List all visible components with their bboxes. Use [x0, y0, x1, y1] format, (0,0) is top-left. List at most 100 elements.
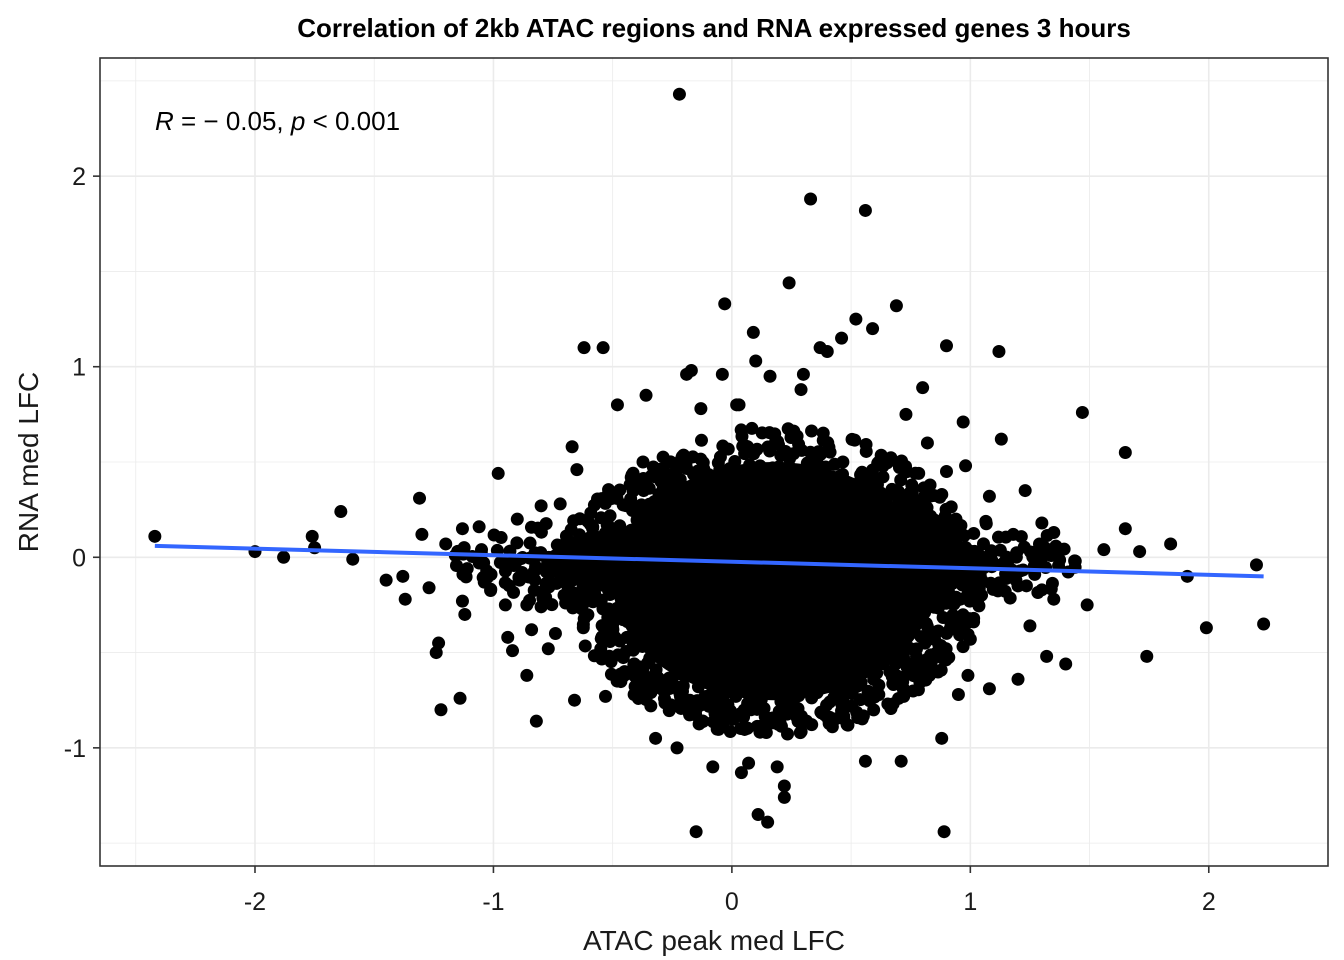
y-tick-label: -1 [64, 735, 86, 763]
scatter-point [455, 594, 469, 608]
scatter-point [893, 590, 907, 604]
scatter-point [614, 572, 628, 586]
scatter-point [866, 322, 880, 336]
scatter-point [979, 514, 993, 528]
scatter-point [934, 663, 948, 677]
scatter-point [615, 585, 629, 599]
p-value: < 0.001 [305, 106, 400, 136]
scatter-point [763, 369, 777, 383]
scatter-point [610, 398, 624, 412]
scatter-point [924, 629, 938, 643]
scatter-point [842, 477, 856, 491]
scatter-point [961, 668, 975, 682]
scatter-point [794, 383, 808, 397]
scatter-point [755, 426, 769, 440]
scatter-point [856, 522, 870, 536]
scatter-point [994, 432, 1008, 446]
scatter-point [1140, 649, 1154, 663]
scatter-point [637, 484, 651, 498]
scatter-point [842, 681, 856, 695]
scatter-point [661, 512, 675, 526]
scatter-point [803, 445, 817, 459]
scatter-point [967, 526, 981, 540]
scatter-point [595, 652, 609, 666]
scatter-point [842, 605, 856, 619]
scatter-point [951, 687, 965, 701]
scatter-point [916, 381, 930, 395]
scatter-point [598, 526, 612, 540]
scatter-point [787, 699, 801, 713]
scatter-point [694, 664, 708, 678]
scatter-point [545, 598, 559, 612]
scatter-point [1011, 672, 1025, 686]
scatter-point [1023, 619, 1037, 633]
scatter-point [982, 489, 996, 503]
scatter-point [946, 608, 960, 622]
scatter-point [938, 642, 952, 656]
scatter-point [880, 456, 894, 470]
scatter-point [413, 491, 427, 505]
scatter-point [782, 276, 796, 290]
scatter-point [577, 341, 591, 355]
scatter-point [602, 483, 616, 497]
scatter-point [837, 709, 851, 723]
scatter-point [539, 577, 553, 591]
scatter-point [890, 620, 904, 634]
scatter-point [721, 698, 735, 712]
scatter-point [706, 691, 720, 705]
scatter-point [626, 571, 640, 585]
scatter-point [701, 470, 715, 484]
scatter-point [556, 541, 570, 555]
scatter-point [738, 722, 752, 736]
scatter-point [670, 741, 684, 755]
scatter-point [777, 471, 791, 485]
scatter-point [1024, 545, 1038, 559]
scatter-point [753, 459, 767, 473]
scatter-point [956, 415, 970, 429]
scatter-point [870, 478, 884, 492]
scatter-point [683, 665, 697, 679]
scatter-point [911, 683, 925, 697]
scatter-point [713, 463, 727, 477]
scatter-point [620, 606, 634, 620]
scatter-point [862, 693, 876, 707]
regression-line [154, 543, 1264, 579]
scatter-point [453, 691, 467, 705]
scatter-point [649, 731, 663, 745]
scatter-point [936, 529, 950, 543]
scatter-point [501, 630, 515, 644]
scatter-point [524, 520, 538, 534]
scatter-point [674, 701, 688, 715]
scatter-point [879, 510, 893, 524]
scatter-point [952, 621, 966, 635]
scatter-point [710, 512, 724, 526]
scatter-point [415, 527, 429, 541]
scatter-point [894, 754, 908, 768]
scatter-point [854, 656, 868, 670]
scatter-point [804, 192, 818, 206]
scatter-point [836, 467, 850, 481]
scatter-point [866, 666, 880, 680]
scatter-point [986, 582, 1000, 596]
scatter-point [379, 573, 393, 587]
scatter-point [684, 364, 698, 378]
scatter-point [572, 528, 586, 542]
scatter-point [939, 502, 953, 516]
scatter-point [668, 490, 682, 504]
scatter-point [896, 636, 910, 650]
scatter-point [821, 436, 835, 450]
scatter-point [691, 680, 705, 694]
scatter-point [1057, 542, 1071, 556]
scatter-point [636, 594, 650, 608]
y-tick-label: 1 [72, 354, 86, 382]
scatter-point [637, 502, 651, 516]
x-axis-ticks: -2 -1 0 1 2 [244, 866, 1216, 916]
scatter-point [917, 590, 931, 604]
scatter-point [854, 605, 868, 619]
scatter-point [940, 584, 954, 598]
scatter-point [434, 703, 448, 717]
chart-title: Correlation of 2kb ATAC regions and RNA … [297, 13, 1131, 43]
scatter-point [550, 576, 564, 590]
scatter-point [641, 672, 655, 686]
